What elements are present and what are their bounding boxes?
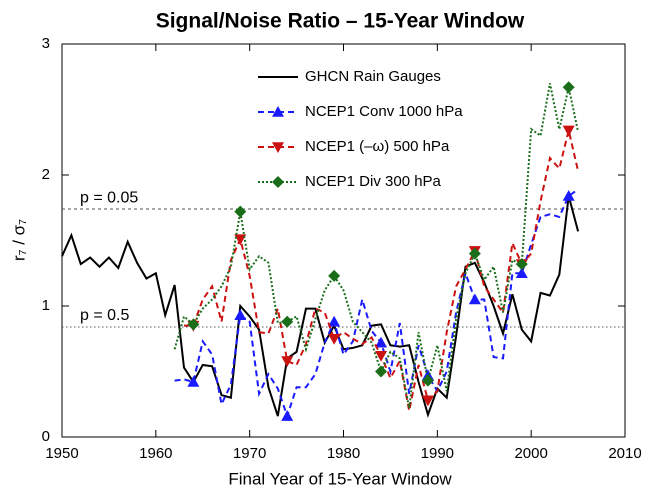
marker (375, 350, 388, 362)
marker (562, 81, 575, 94)
x-tick-label: 2000 (514, 445, 547, 462)
marker (272, 176, 284, 188)
marker (421, 374, 434, 387)
marker (328, 315, 341, 327)
x-tick-label: 1970 (233, 445, 266, 462)
marker (281, 410, 294, 421)
marker (468, 293, 481, 305)
x-axis-label: Final Year of 15-Year Window (228, 469, 452, 488)
marker (562, 125, 575, 137)
y-tick-label: 2 (42, 166, 50, 183)
series-line (174, 188, 579, 420)
x-tick-label: 1980 (327, 445, 360, 462)
series-line (173, 83, 580, 409)
legend-label: NCEP1 (–ω) 500 hPa (305, 138, 450, 155)
x-tick-label: 1950 (45, 445, 78, 462)
marker (281, 315, 294, 328)
reference-label: p = 0.5 (80, 307, 129, 324)
x-tick-label: 2010 (608, 445, 641, 462)
y-axis-label: r₇ / σ₇ (9, 219, 28, 261)
marker (515, 258, 528, 271)
marker (328, 333, 341, 345)
series-line (61, 195, 580, 418)
marker (375, 336, 388, 348)
marker (272, 142, 284, 153)
marker (328, 269, 341, 282)
marker (375, 365, 388, 378)
y-tick-label: 0 (42, 428, 50, 445)
x-tick-label: 1960 (139, 445, 172, 462)
legend-label: NCEP1 Conv 1000 hPa (305, 103, 463, 120)
marker (272, 106, 284, 117)
marker (187, 375, 200, 387)
chart-title: Signal/Noise Ratio – 15-Year Window (156, 10, 525, 33)
reference-label: p = 0.05 (80, 189, 138, 206)
legend-label: GHCN Rain Gauges (305, 68, 441, 85)
marker (421, 395, 434, 407)
marker (234, 205, 247, 218)
marker (515, 267, 528, 279)
marker (281, 356, 294, 368)
marker (468, 247, 481, 260)
y-tick-label: 1 (42, 297, 50, 314)
marker (234, 234, 247, 246)
marker (187, 318, 200, 331)
legend-label: NCEP1 Div 300 hPa (305, 173, 442, 190)
marker (234, 309, 247, 320)
marker (562, 189, 575, 201)
x-tick-label: 1990 (421, 445, 454, 462)
y-tick-label: 3 (42, 35, 50, 52)
